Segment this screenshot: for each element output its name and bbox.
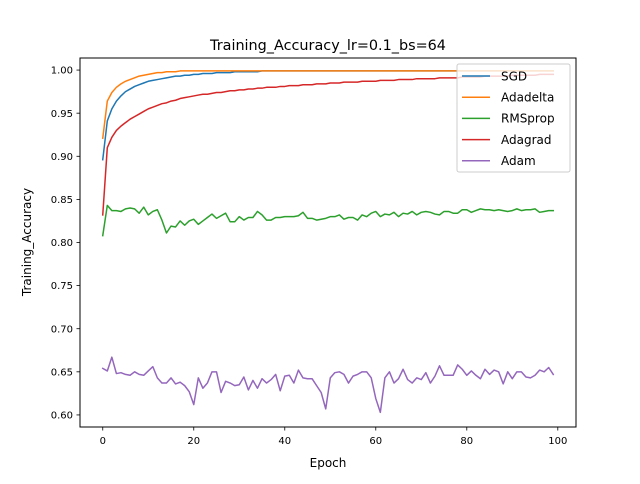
x-tick-label: 20	[187, 436, 200, 447]
x-tick-label: 0	[100, 436, 106, 447]
y-tick-label: 0.90	[51, 152, 73, 163]
y-tick-label: 0.95	[51, 109, 73, 120]
x-tick-label: 80	[460, 436, 473, 447]
x-tick-label: 100	[548, 436, 567, 447]
y-tick-label: 0.85	[51, 195, 73, 206]
y-tick-label: 0.70	[51, 324, 73, 335]
y-tick-label: 1.00	[51, 66, 73, 77]
legend-label-adam: Adam	[501, 154, 536, 168]
y-tick-label: 0.80	[51, 238, 73, 249]
series-line-rmsprop	[101, 204, 554, 237]
x-tick-label: 40	[278, 436, 291, 447]
y-axis: 0.60 0.65 0.70 0.75 0.80 0.85 0.90 0.95 1.00	[51, 66, 80, 422]
chart-title: Training_Accuracy_lr=0.1_bs=64	[209, 38, 446, 54]
legend: SGD Adadelta RMSprop Adagrad Adam	[456, 63, 571, 173]
x-axis-label: Epoch	[310, 456, 347, 470]
legend-label-adagrad: Adagrad	[501, 133, 552, 147]
x-tick-label: 60	[369, 436, 382, 447]
legend-box	[456, 63, 571, 173]
series-line-adam	[101, 356, 555, 414]
y-axis-label: Training_Accuracy	[20, 188, 34, 297]
y-tick-label: 0.75	[51, 281, 73, 292]
y-tick-label: 0.65	[51, 367, 73, 378]
x-axis: 0 20 40 60 80 100	[100, 427, 567, 447]
legend-label-sgd: SGD	[501, 69, 527, 83]
legend-label-adadelta: Adadelta	[501, 91, 554, 105]
legend-label-rmsprop: RMSprop	[501, 112, 555, 126]
y-tick-label: 0.60	[51, 411, 73, 422]
